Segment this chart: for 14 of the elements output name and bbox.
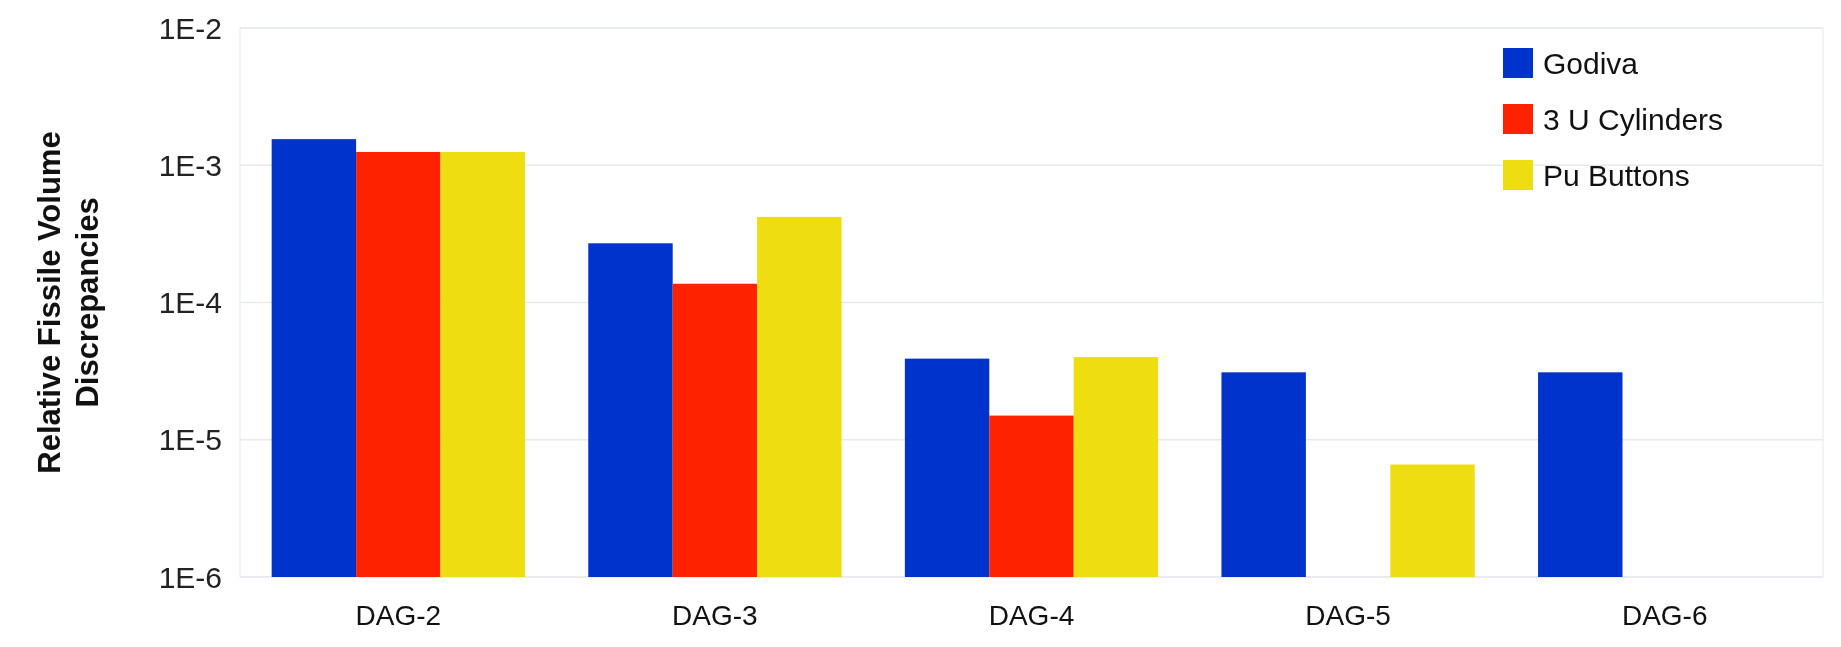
y-tick-label: 1E-5 — [158, 423, 222, 457]
x-tick-label: DAG-4 — [988, 600, 1075, 631]
legend-label: Pu Buttons — [1543, 158, 1690, 192]
legend-label: Godiva — [1543, 46, 1639, 80]
legend-label: 3 U Cylinders — [1543, 102, 1724, 136]
y-tick-label: 1E-2 — [158, 11, 222, 45]
x-tick-label: DAG-6 — [1621, 600, 1708, 631]
y-tick-label: 1E-3 — [158, 148, 222, 182]
x-tick-label: DAG-5 — [1305, 600, 1391, 631]
x-tick-label: DAG-2 — [355, 600, 442, 631]
y-axis-title: Relative Fissile Volume Discrepancies — [32, 131, 105, 474]
y-tick-label: 1E-6 — [158, 560, 222, 594]
y-tick-label: 1E-4 — [158, 286, 222, 319]
x-tick-label: DAG-3 — [672, 600, 758, 631]
